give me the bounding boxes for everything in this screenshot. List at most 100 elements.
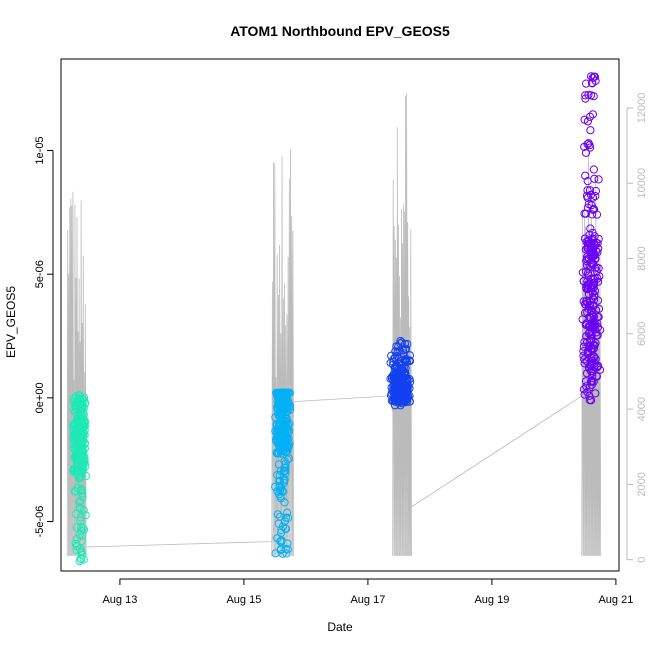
data-point — [390, 385, 399, 394]
data-point — [591, 255, 600, 264]
altitude-baseline-line — [73, 395, 583, 548]
data-point — [585, 383, 594, 392]
data-point — [280, 457, 289, 466]
data-point — [273, 449, 282, 458]
data-point — [590, 292, 599, 301]
data-point — [81, 472, 91, 481]
data-point — [586, 126, 595, 135]
x-axis-label: Date — [327, 620, 353, 634]
data-point — [79, 410, 88, 419]
data-point — [583, 252, 592, 261]
data-point — [587, 380, 596, 389]
data-point — [79, 452, 88, 461]
data-point — [587, 396, 596, 405]
data-point — [280, 429, 290, 438]
x-tick-label: Aug 19 — [474, 594, 509, 606]
data-point — [585, 300, 595, 309]
data-point — [396, 401, 405, 410]
data-point — [272, 427, 281, 436]
data-point — [585, 312, 594, 322]
data-point — [586, 313, 595, 322]
data-point — [278, 549, 287, 558]
data-point — [401, 364, 410, 373]
data-point — [581, 209, 591, 218]
y2-tick-label: 4000 — [636, 397, 648, 421]
data-point — [400, 370, 409, 379]
data-point — [277, 401, 286, 410]
data-point — [387, 351, 396, 360]
data-point — [277, 528, 286, 537]
data-point — [281, 513, 290, 522]
data-point — [77, 522, 86, 532]
data-point — [280, 435, 289, 444]
data-point — [593, 331, 602, 340]
data-point — [78, 489, 87, 498]
data-point — [582, 79, 591, 88]
data-point — [403, 394, 412, 403]
series-2-points — [386, 336, 415, 410]
data-point — [278, 388, 287, 397]
data-point — [388, 396, 397, 405]
series-1-points — [271, 388, 295, 558]
data-point — [401, 393, 411, 402]
data-point — [75, 391, 84, 400]
data-point — [81, 511, 90, 520]
data-point — [75, 498, 84, 507]
data-point — [580, 390, 589, 399]
data-point — [72, 523, 81, 532]
x-tick-label: Aug 17 — [350, 594, 385, 606]
data-point — [392, 373, 401, 382]
data-point — [588, 193, 598, 202]
data-point — [271, 482, 280, 491]
data-point — [587, 336, 596, 346]
data-point — [591, 264, 600, 273]
data-point — [395, 378, 404, 387]
data-point — [387, 396, 397, 405]
data-point — [588, 371, 597, 381]
data-point — [586, 367, 596, 376]
y2-tick-label: 2000 — [636, 472, 648, 496]
data-point — [280, 413, 289, 422]
data-point — [71, 509, 80, 519]
data-point — [581, 234, 590, 243]
y2-tick-label: 8000 — [636, 246, 648, 270]
data-point — [586, 377, 596, 386]
data-point — [579, 347, 588, 356]
y-tick-label: 1e-05 — [34, 136, 46, 164]
data-point — [590, 174, 599, 183]
data-point — [579, 277, 588, 286]
data-point — [280, 475, 289, 484]
data-point — [596, 325, 605, 335]
altitude-spike-line — [392, 93, 412, 556]
data-point — [277, 409, 286, 418]
data-point — [587, 210, 597, 219]
data-point — [280, 498, 289, 507]
data-point — [403, 377, 412, 386]
data-point — [586, 143, 595, 152]
data-point — [405, 356, 414, 365]
x-tick-label: Aug 15 — [226, 594, 261, 606]
data-point — [593, 274, 602, 283]
data-point — [581, 377, 591, 386]
data-point — [587, 282, 596, 291]
data-point — [275, 476, 285, 485]
series-3-points — [578, 72, 605, 405]
data-point — [586, 91, 596, 100]
altitude-spike-line — [271, 149, 295, 556]
data-point — [585, 186, 595, 195]
data-point — [580, 355, 589, 364]
data-point — [279, 443, 288, 453]
data-point — [582, 256, 591, 266]
data-point — [279, 487, 288, 496]
data-point — [391, 353, 400, 362]
y2-tick-label: 10000 — [636, 168, 648, 199]
data-point — [275, 399, 284, 408]
data-point — [591, 186, 601, 196]
data-point — [277, 525, 286, 535]
data-point — [583, 203, 593, 212]
data-point — [397, 386, 406, 395]
data-point — [394, 354, 403, 363]
data-point — [79, 506, 88, 515]
series-0-points — [68, 391, 91, 566]
